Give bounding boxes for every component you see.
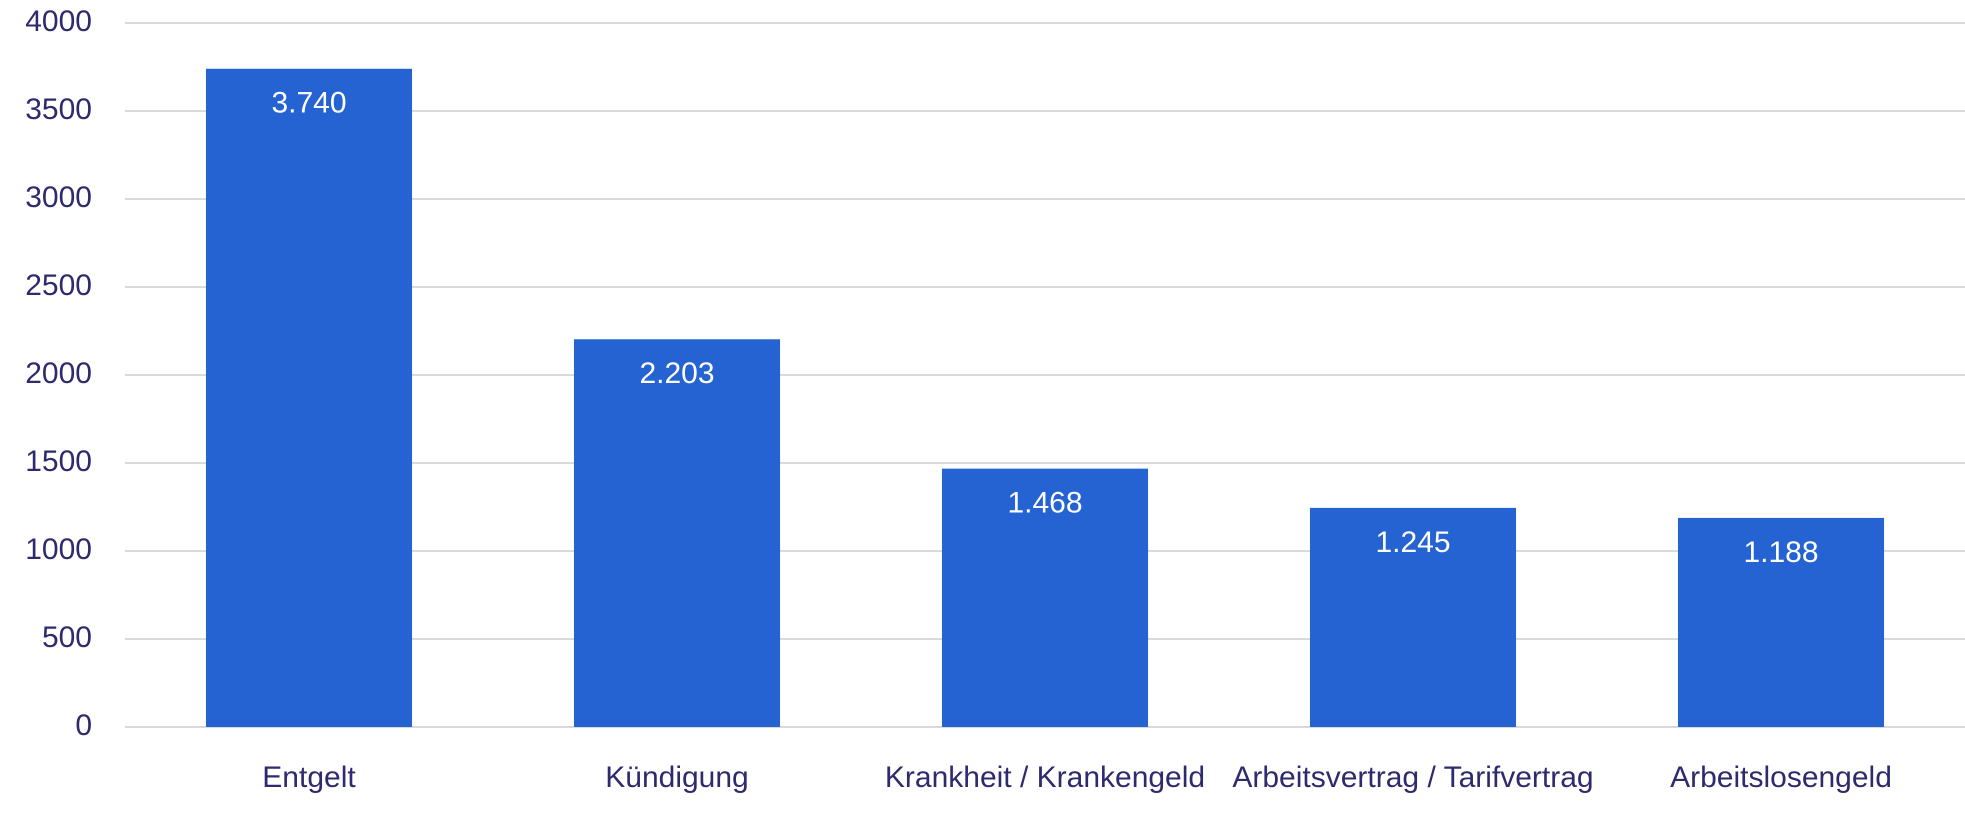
y-tick-label: 1000 — [25, 533, 92, 566]
bar — [941, 468, 1149, 727]
y-tick-label: 1500 — [25, 445, 92, 478]
y-tick-label: 0 — [75, 709, 92, 742]
bar — [205, 68, 413, 727]
x-tick-label: Krankheit / Krankengeld — [884, 761, 1206, 794]
bar — [573, 339, 781, 727]
value-label: 1.468 — [1007, 487, 1082, 520]
value-label: 2.203 — [639, 357, 714, 390]
value-label: 3.740 — [271, 87, 346, 120]
bar — [1677, 517, 1885, 727]
y-tick-label: 4000 — [25, 5, 92, 38]
y-tick-label: 3500 — [25, 93, 92, 126]
x-tick-label: Arbeitslosengeld — [1670, 761, 1892, 794]
value-label: 1.188 — [1743, 536, 1818, 569]
x-tick-label: Entgelt — [262, 761, 356, 794]
y-tick-label: 2000 — [25, 357, 92, 390]
value-label: 1.245 — [1375, 526, 1450, 559]
x-tick-label: Kündigung — [605, 761, 749, 794]
y-tick-label: 2500 — [25, 269, 92, 302]
y-tick-label: 500 — [42, 621, 92, 654]
x-tick-label: Arbeitsvertrag / Tarifvertrag — [1232, 761, 1594, 794]
bar — [1309, 507, 1517, 727]
y-tick-label: 3000 — [25, 181, 92, 214]
